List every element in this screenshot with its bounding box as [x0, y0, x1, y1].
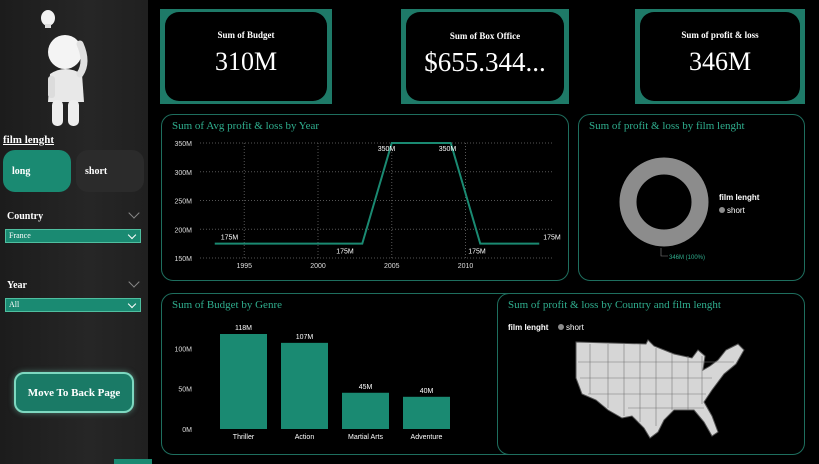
bar: [403, 396, 450, 429]
kpi-value: 310M: [214, 47, 278, 76]
y-tick-label: 100M: [174, 346, 192, 353]
bar-value-label: 107M: [296, 334, 314, 341]
x-tick-label: 2005: [384, 263, 400, 270]
donut-legend-title: film lenght: [719, 193, 760, 202]
chevron-down-icon: [127, 230, 137, 240]
point-label: 175M: [221, 235, 239, 242]
x-tick-label: Martial Arts: [348, 434, 384, 441]
kpi-label: Sum of Box Office: [449, 31, 521, 41]
bar-value-label: 40M: [420, 388, 434, 395]
donut-chart: 346M (100%) film lenght short: [619, 157, 760, 261]
slice-data-label: 346M (100%): [669, 255, 705, 261]
point-label: 350M: [439, 146, 457, 153]
usa-map-shape: [575, 339, 745, 439]
y-tick-label: 0M: [182, 427, 192, 434]
line-chart-panel: Sum of Avg profit & loss by Year 350M 300…: [161, 114, 569, 281]
series-line: [214, 142, 540, 245]
bar-value-label: 118M: [235, 325, 252, 332]
leader-line: [660, 248, 668, 257]
bar: [281, 342, 328, 429]
bar: [342, 392, 389, 429]
year-collapse-icon[interactable]: [128, 276, 140, 288]
x-tick-label: Action: [295, 434, 315, 441]
y-tick-label: 300M: [174, 170, 192, 177]
x-tick-label: 2010: [458, 263, 474, 270]
country-value: France: [9, 231, 31, 240]
chip-long[interactable]: long: [3, 150, 71, 192]
legend-dot: [719, 207, 725, 213]
year-label: Year: [7, 280, 27, 291]
kpi-card-profit: Sum of profit & loss 346M: [635, 9, 805, 104]
point-label: 175M: [468, 249, 486, 256]
year-value: All: [9, 300, 20, 309]
map-legend-dot: [558, 324, 564, 330]
legend-item: short: [727, 206, 746, 215]
kpi-value: $655.344...: [424, 47, 546, 77]
line-chart-title: Sum of Avg profit & loss by Year: [172, 120, 320, 132]
y-tick-label: 350M: [174, 141, 192, 148]
x-tick-label: 1995: [236, 263, 252, 270]
y-tick-label: 150M: [174, 256, 192, 263]
page-scroll-indicator: [114, 459, 152, 464]
bar-value-label: 45M: [359, 384, 373, 391]
donut-chart-panel: Sum of profit & loss by film lenght 346M…: [578, 114, 805, 281]
kpi-value: 346M: [688, 47, 752, 76]
sidebar: film lenght long short Country France Ye…: [0, 0, 148, 464]
slicer-title: film lenght: [3, 134, 55, 146]
chevron-down-icon: [127, 299, 137, 309]
map-title: Sum of profit & loss by Country and film…: [508, 299, 721, 311]
main-area: Sum of Budget 310M Sum of Box Office $65…: [114, 0, 819, 464]
kpi-label: Sum of profit & loss: [681, 30, 759, 40]
map-panel: Sum of profit & loss by Country and film…: [497, 293, 805, 455]
back-page-button[interactable]: Move To Back Page: [14, 372, 134, 413]
year-dropdown[interactable]: All: [5, 298, 141, 312]
bar: [220, 334, 267, 429]
x-tick-label: Thriller: [233, 434, 255, 441]
country-dropdown[interactable]: France: [5, 229, 141, 243]
thinking-figure-icon: [41, 10, 88, 126]
y-tick-label: 200M: [174, 227, 192, 234]
bar-chart: 100M 50M 0M 118M Thriller 107M Action 45M Martia…: [174, 325, 450, 441]
x-tick-label: 2000: [310, 263, 326, 270]
country-collapse-icon[interactable]: [128, 207, 140, 219]
kpi-card-budget: Sum of Budget 310M: [160, 9, 332, 104]
kpi-card-box-office: Sum of Box Office $655.344...: [401, 9, 569, 104]
point-label: 175M: [543, 235, 561, 242]
map-chart: film lenght short: [508, 323, 745, 439]
donut-chart-title: Sum of profit & loss by film lenght: [589, 120, 745, 132]
bar-chart-title: Sum of Budget by Genre: [172, 299, 282, 311]
kpi-label: Sum of Budget: [217, 30, 275, 40]
map-legend-item: short: [566, 323, 585, 332]
chip-short[interactable]: short: [76, 150, 144, 192]
point-label: 175M: [336, 249, 354, 256]
y-tick-label: 250M: [174, 199, 192, 206]
donut-slice-short: [619, 157, 709, 247]
line-chart: 350M 300M 250M 200M 150M 1995 2000 2005 2010 175M…: [174, 141, 561, 270]
map-legend-title: film lenght: [508, 323, 549, 332]
country-label: Country: [7, 211, 44, 222]
y-tick-label: 50M: [178, 387, 192, 394]
x-tick-label: Adventure: [411, 434, 443, 441]
point-label: 350M: [378, 146, 396, 153]
